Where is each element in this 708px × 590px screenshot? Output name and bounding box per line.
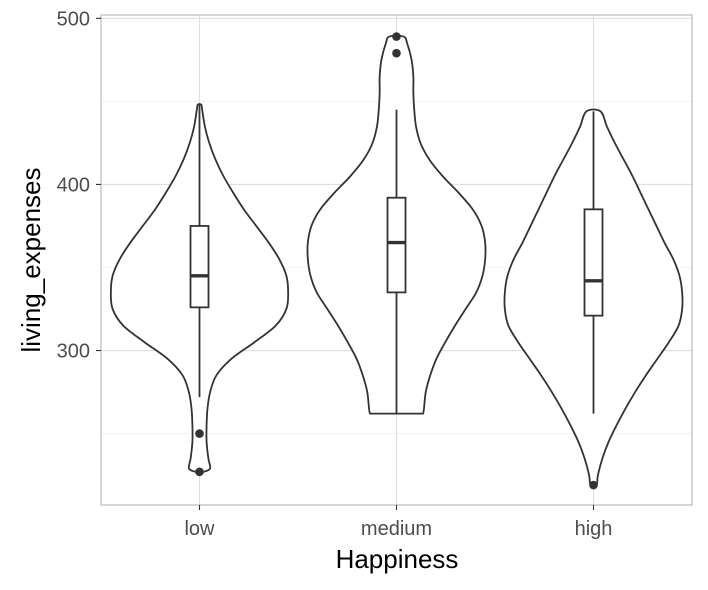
violin-low	[109, 103, 290, 477]
x-tick-label: low	[184, 518, 215, 540]
box	[583, 208, 604, 317]
violin-high	[503, 108, 684, 490]
violin-medium	[306, 32, 487, 415]
outlier-point	[195, 429, 204, 438]
y-tick-label: 300	[57, 341, 90, 363]
box	[386, 196, 407, 294]
x-tick-label: high	[575, 518, 613, 540]
outlier-point	[392, 48, 401, 58]
y-tick-label: 500	[57, 8, 90, 30]
outlier-point	[589, 480, 598, 490]
outlier-point	[195, 467, 204, 477]
x-tick-label: medium	[361, 518, 432, 540]
x-axis-title: Happiness	[336, 544, 459, 574]
outlier-point	[392, 32, 401, 41]
y-axis-title: living_expenses	[16, 167, 46, 352]
violins	[109, 32, 684, 490]
box	[189, 225, 210, 309]
y-tick-label: 400	[57, 174, 90, 196]
axes: 300 400 500 low medium high	[57, 8, 613, 540]
